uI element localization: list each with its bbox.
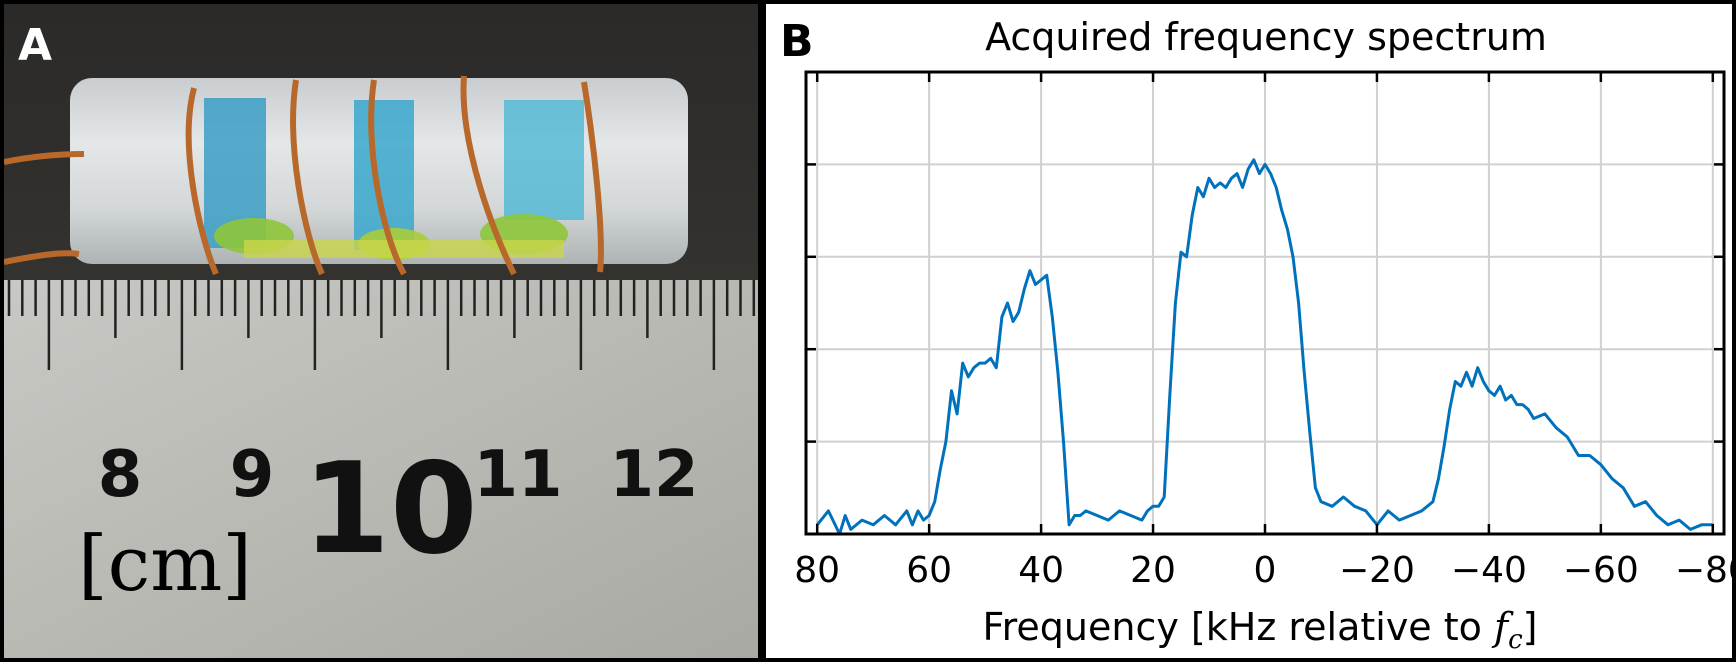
x-tick-label: 0 [1254,550,1277,591]
ruler-number-12: 12 [609,438,698,512]
panel-a-letter: A [18,20,52,71]
x-tick-label: 60 [906,550,952,591]
ruler: 8 9 10 11 12 [cm] [4,280,758,658]
x-axis-label-prefix: Frequency [kHz relative to [983,605,1494,649]
ruler-number-11: 11 [473,438,562,512]
phantom-tube [70,78,688,264]
x-ticks: 80 60 40 20 0 −20 −40 −60 −80 [794,72,1736,591]
grid [806,72,1724,534]
x-tick-label: −40 [1451,550,1527,591]
chart-title: Acquired frequency spectrum [985,15,1547,59]
spectrum-line [816,158,1713,536]
x-tick-label: 20 [1130,550,1176,591]
spectrum-panel: B Acquired frequency spectrum 80 60 40 20 0 −… [766,4,1736,658]
photo-panel: 8 9 10 11 12 [cm] A [3,4,758,658]
copper-coil [3,75,604,276]
unit-label: [cm] [78,519,252,608]
x-tick-label: −60 [1563,550,1639,591]
spectrum-chart: B Acquired frequency spectrum 80 60 40 20 0 −… [780,15,1736,655]
phantom-photo: 8 9 10 11 12 [cm] A [3,4,758,658]
ruler-number-10: 10 [302,435,477,582]
x-tick-label: 80 [794,550,840,591]
plot-area [816,158,1713,536]
x-axis-label-subscript: c [1508,625,1523,655]
x-tick-label: −20 [1339,550,1415,591]
x-tick-label: 40 [1018,550,1064,591]
ruler-number-9: 9 [230,438,275,512]
panel-b-letter: B [780,16,814,67]
x-axis-label: Frequency [kHz relative to fc] [983,605,1538,655]
ruler-number-8: 8 [98,438,143,512]
x-axis-label-suffix: ] [1523,605,1538,649]
x-tick-label: −80 [1675,550,1732,591]
